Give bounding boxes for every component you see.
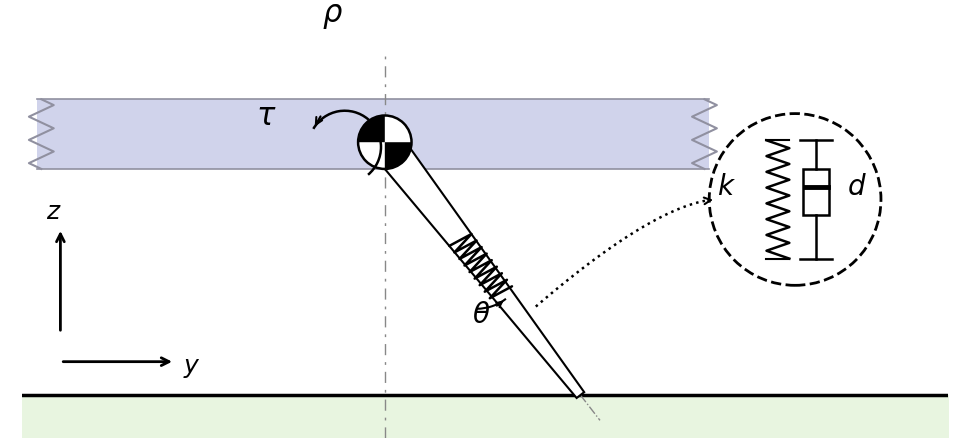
- Text: $z$: $z$: [47, 201, 62, 223]
- Circle shape: [708, 113, 880, 285]
- Text: $\tau$: $\tau$: [256, 101, 276, 132]
- Bar: [37, 99, 708, 169]
- Circle shape: [358, 116, 411, 169]
- Polygon shape: [371, 132, 583, 398]
- Text: $\rho$: $\rho$: [322, 0, 343, 32]
- Bar: [802, 169, 828, 215]
- Wedge shape: [358, 116, 385, 142]
- Text: $\theta$: $\theta$: [472, 302, 490, 329]
- Text: $d$: $d$: [846, 174, 866, 201]
- Text: $y$: $y$: [182, 357, 200, 380]
- Text: $k$: $k$: [716, 174, 735, 201]
- Wedge shape: [385, 142, 411, 169]
